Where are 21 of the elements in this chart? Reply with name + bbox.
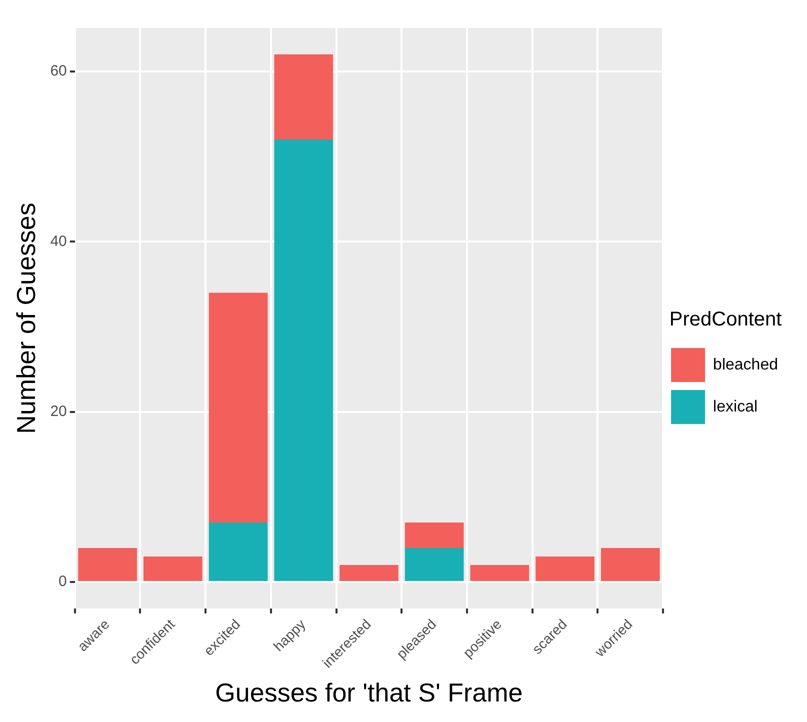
bar: [208, 522, 268, 582]
bar: [404, 548, 464, 582]
bar: [404, 522, 464, 548]
legend-title: PredContent: [669, 308, 782, 331]
bar: [600, 548, 660, 582]
x-axis-title: Guesses for 'that S' Frame: [215, 678, 523, 708]
y-tick-label: 60: [50, 62, 67, 80]
y-tick-label: 20: [50, 402, 67, 420]
bar: [470, 565, 530, 582]
y-axis-title: Number of Guesses: [10, 202, 41, 434]
bar: [340, 565, 398, 582]
bar: [208, 292, 268, 522]
bar: [274, 139, 334, 582]
bar: [274, 54, 334, 140]
legend-label: bleached: [713, 356, 778, 374]
y-tick-label: 40: [50, 232, 67, 250]
legend-label: lexical: [713, 398, 758, 416]
bar: [144, 556, 202, 582]
y-tick-label: 0: [58, 573, 67, 590]
bar: [536, 556, 594, 582]
bar: [78, 548, 137, 582]
